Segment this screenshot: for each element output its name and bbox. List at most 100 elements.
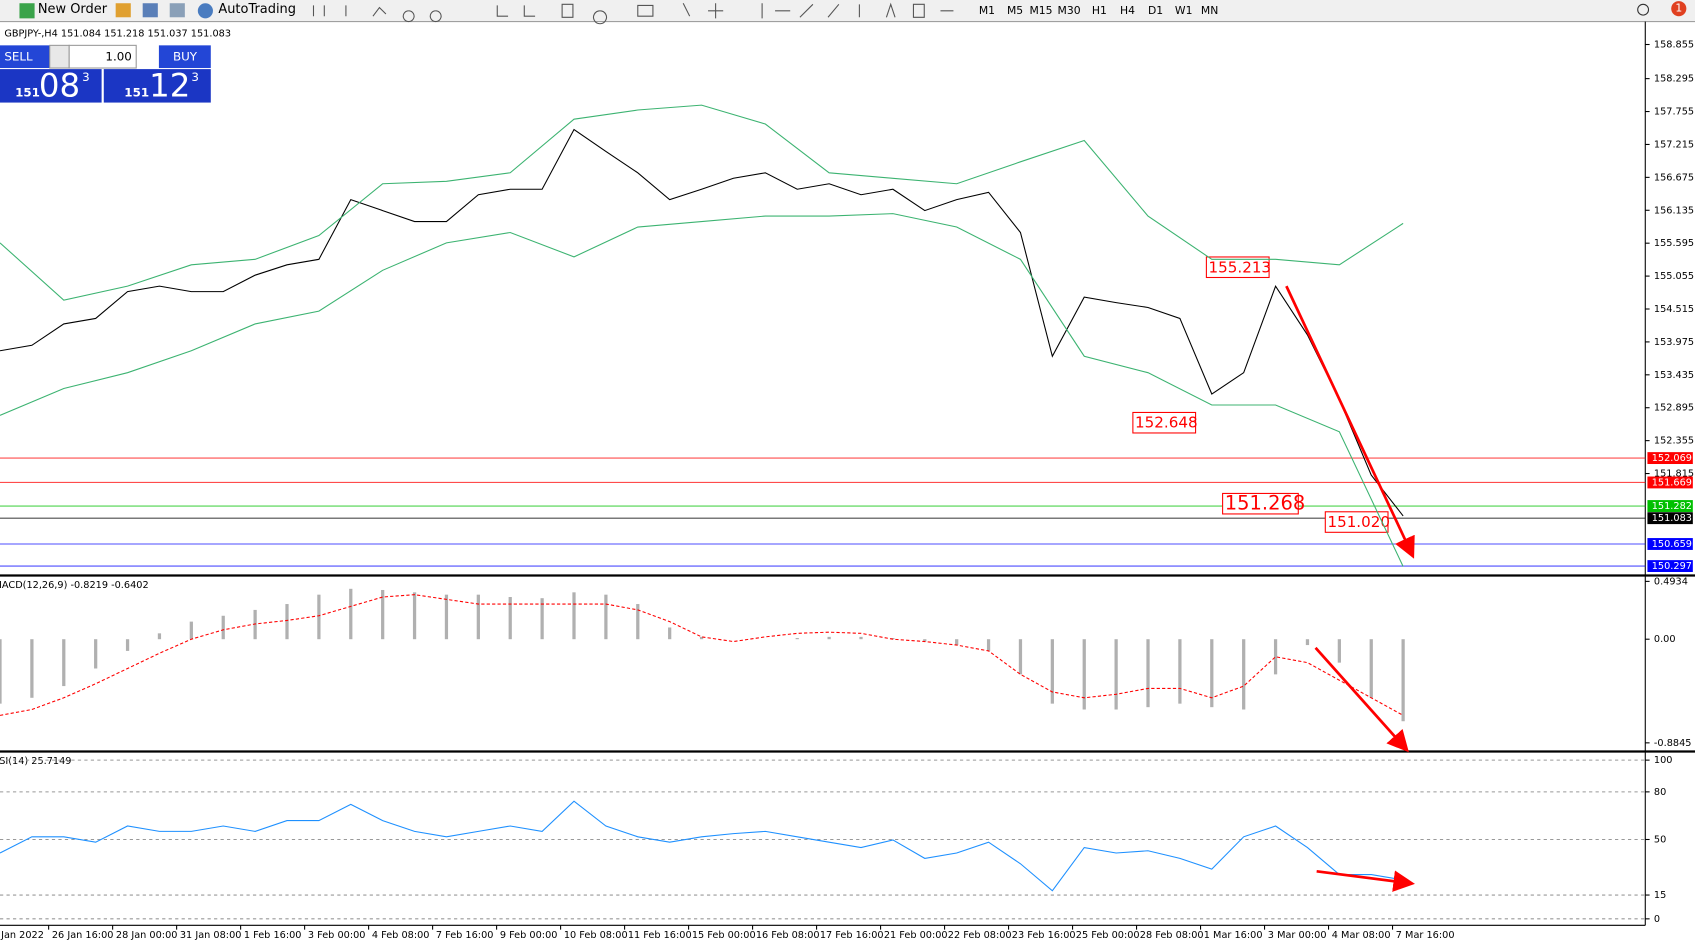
notification-badge[interactable]: [1671, 1, 1687, 17]
level-tag: [1647, 452, 1693, 465]
lots-dropdown[interactable]: [49, 44, 70, 69]
annotation: 155.213: [1209, 258, 1272, 276]
level-label: 151.669: [1652, 477, 1692, 488]
time-label: 26 Jan 16:00: [52, 930, 114, 941]
y-tick-label: 100: [1654, 755, 1673, 766]
series-line: [0, 128, 1404, 517]
sell-point: 3: [82, 70, 90, 84]
y-tick-label: 152.355: [1654, 436, 1694, 447]
timeframe[interactable]: W1: [1175, 4, 1193, 17]
tool-icon[interactable]: [115, 3, 131, 18]
new-order-icon[interactable]: [19, 3, 35, 19]
timeframe[interactable]: MN: [1201, 4, 1218, 17]
y-tick-label: 155.055: [1654, 271, 1694, 282]
y-tick-label: 50: [1654, 834, 1666, 845]
level-tag: [1647, 538, 1693, 550]
arrow: [1285, 285, 1415, 559]
level-label: 150.659: [1652, 539, 1692, 550]
panel-title: MACD(12,26,9) -0.8219 -0.6402: [0, 580, 149, 591]
arrow: [1316, 870, 1415, 892]
time-label: 28 Feb 08:00: [1140, 930, 1204, 941]
timeframe[interactable]: H1: [1092, 4, 1107, 17]
time-label: 4 Feb 08:00: [372, 930, 430, 941]
sell-price[interactable]: [0, 69, 102, 103]
timeframe[interactable]: M15: [1029, 4, 1052, 17]
timeframe[interactable]: M1: [979, 4, 995, 17]
y-tick-label: 0.4934: [1654, 576, 1688, 587]
sell-big: 151: [15, 85, 40, 99]
y-tick-label: 155.595: [1654, 238, 1694, 249]
toolbar: [0, 0, 1695, 22]
series-line: [0, 213, 1404, 567]
time-label: 1 Mar 16:00: [1204, 930, 1263, 941]
histogram-bar: [604, 594, 608, 640]
lots-field[interactable]: [68, 44, 137, 69]
y-tick-label: -0.8845: [1654, 738, 1692, 749]
annotation: 152.648: [1135, 414, 1198, 432]
histogram-bar: [1210, 639, 1214, 708]
time-label: 15 Feb 00:00: [692, 930, 756, 941]
histogram-bar: [125, 639, 130, 651]
histogram-bar: [1369, 639, 1373, 698]
trend-arrows: [1285, 285, 1415, 892]
panel-title: GBPJPY-,H4 151.084 151.218 151.037 151.0…: [4, 28, 231, 39]
y-tick-label: 156.135: [1654, 205, 1694, 216]
y-tick-label: 0.00: [1654, 634, 1676, 645]
new-order[interactable]: New Order: [38, 2, 108, 17]
level-label: 151.083: [1652, 513, 1692, 524]
y-tick-label: 153.975: [1654, 337, 1694, 348]
toolbar-icons[interactable]: [312, 2, 954, 25]
buy-label[interactable]: BUY: [173, 50, 198, 64]
annotation-box: [1222, 492, 1299, 515]
time-label: 16 Feb 08:00: [756, 930, 820, 941]
histogram-bar: [986, 639, 991, 651]
time-label: 23 Feb 16:00: [1012, 930, 1076, 941]
toolbar-items: New Order AutoTrading M1 M5 M15 M30 H1 H4 D1 W1…: [19, 1, 1687, 25]
histogram-bar: [1305, 639, 1310, 646]
tool-icon[interactable]: [142, 3, 158, 18]
time-label: Jan 2022: [0, 930, 44, 941]
autotrading-icon[interactable]: [197, 3, 213, 19]
time-label: 10 Feb 08:00: [564, 930, 628, 941]
y-tick-label: 152.895: [1654, 403, 1694, 414]
buy-price[interactable]: [103, 69, 211, 103]
annotation-box: [1205, 256, 1270, 279]
histogram-bar: [795, 638, 799, 640]
lots[interactable]: 1.00: [105, 50, 131, 64]
time-label: 17 Feb 16:00: [820, 930, 884, 941]
tool-icon[interactable]: [169, 3, 185, 18]
search-icon[interactable]: [1637, 3, 1650, 16]
sell-label[interactable]: SELL: [4, 50, 33, 64]
series-line: [0, 104, 1404, 301]
level-tag: [1647, 500, 1693, 512]
level-tag: [1647, 512, 1693, 525]
histogram-bar: [285, 604, 289, 640]
time-label: 22 Feb 08:00: [948, 930, 1012, 941]
timeframe[interactable]: D1: [1148, 4, 1163, 17]
histogram-bar: [891, 638, 895, 640]
buy-button[interactable]: [158, 45, 211, 69]
histogram-bar: [157, 633, 162, 640]
timeframe[interactable]: M5: [1007, 4, 1023, 17]
histogram-bar: [636, 604, 640, 640]
time-label: 4 Mar 08:00: [1332, 930, 1391, 941]
timeframe[interactable]: M30: [1058, 4, 1081, 17]
sell-main: 08: [39, 66, 80, 104]
histogram-bar: [540, 598, 544, 640]
histogram-bar: [253, 609, 257, 640]
timeframe[interactable]: H4: [1120, 4, 1135, 17]
sell-button[interactable]: [0, 45, 50, 69]
histogram-bar: [572, 592, 576, 640]
histogram-bar: [476, 594, 480, 640]
histogram-bar: [0, 639, 2, 704]
autotrading[interactable]: AutoTrading: [218, 2, 296, 17]
annotation: 151.020: [1327, 513, 1390, 531]
series-line: [0, 800, 1404, 892]
trade-panel: SELL 1.00 BUY 151 08 3 151 12 3: [0, 44, 211, 104]
time-label: 21 Feb 00:00: [884, 930, 948, 941]
y-tick-label: 153.435: [1654, 370, 1694, 381]
annotation-box: [1132, 411, 1197, 434]
histogram-bar: [1082, 639, 1086, 710]
